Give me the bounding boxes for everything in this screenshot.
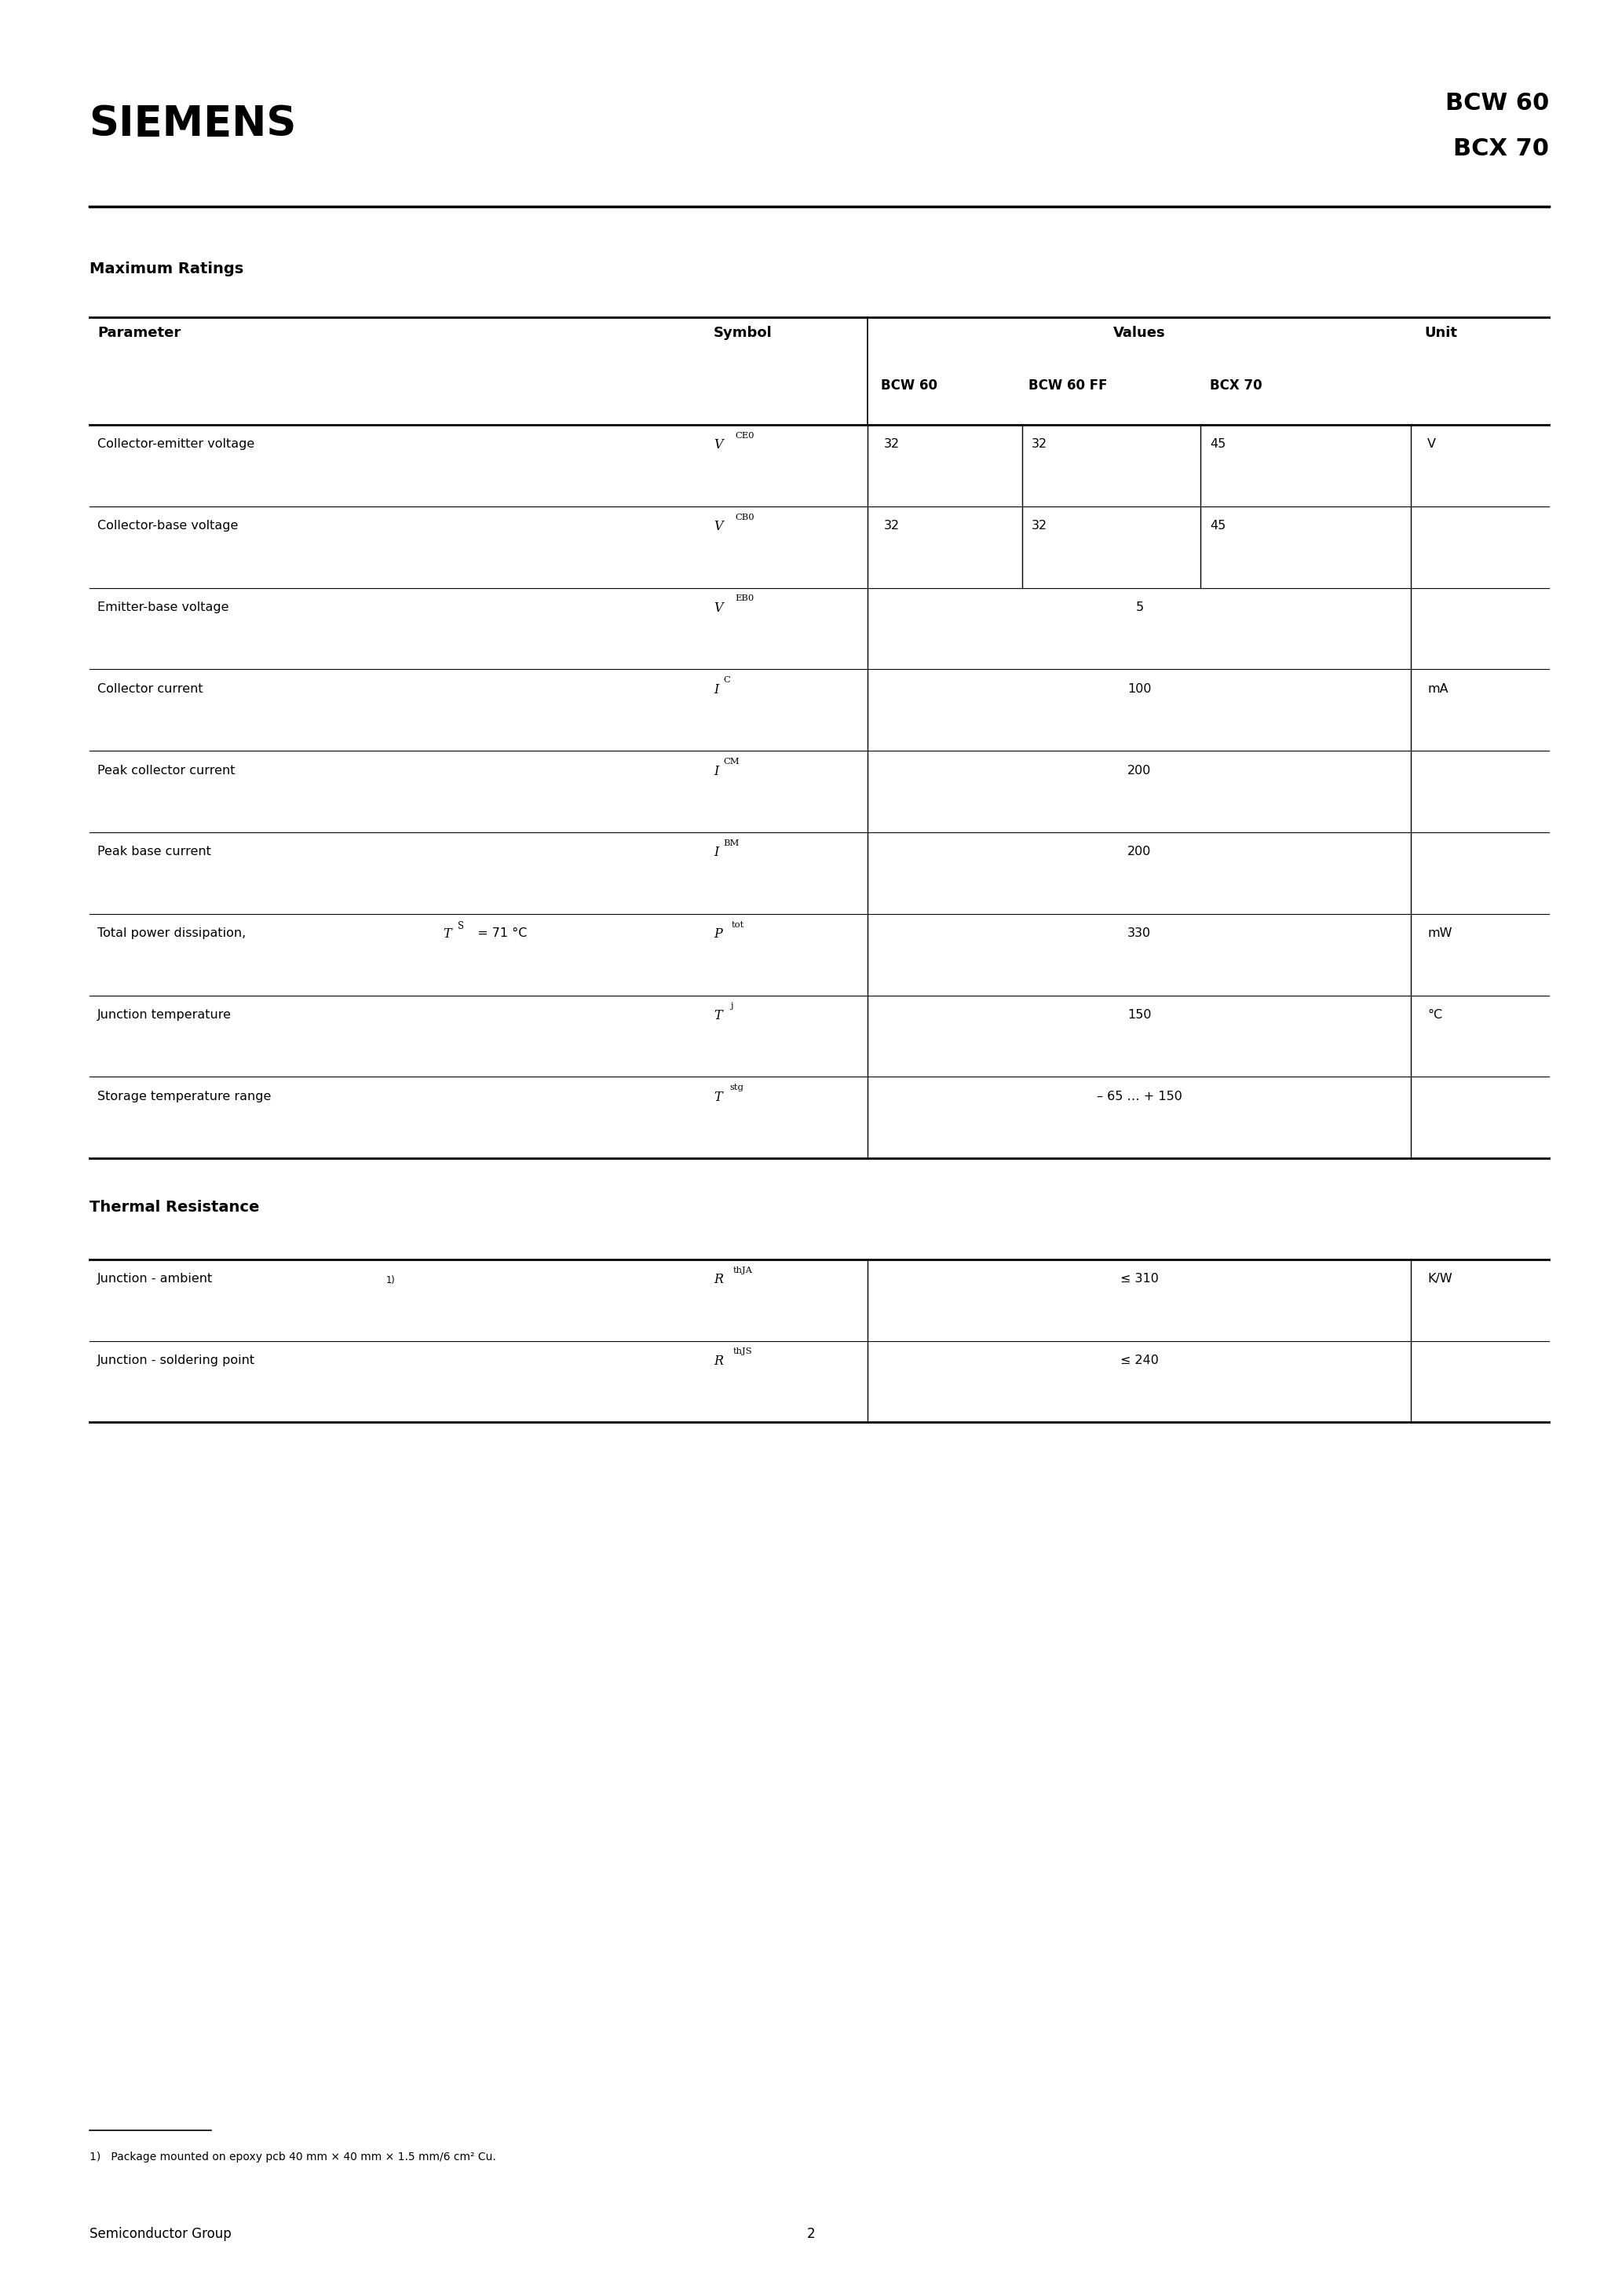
Text: Collector-emitter voltage: Collector-emitter voltage [97,439,255,450]
Text: ≤ 310: ≤ 310 [1121,1272,1158,1286]
Text: Parameter: Parameter [97,326,180,340]
Text: 45: 45 [1210,521,1226,533]
Text: T: T [443,928,451,941]
Text: CB0: CB0 [735,514,754,521]
Text: Maximum Ratings: Maximum Ratings [89,262,243,276]
Text: P: P [714,928,722,941]
Text: 2: 2 [806,2227,816,2241]
Text: CE0: CE0 [735,432,754,439]
Text: T: T [714,1091,722,1104]
Text: 1): 1) [386,1277,396,1286]
Text: EB0: EB0 [735,595,754,602]
Text: BCX 70: BCX 70 [1453,138,1549,161]
Text: Symbol: Symbol [714,326,772,340]
Text: BCX 70: BCX 70 [1210,379,1262,393]
Text: 32: 32 [884,521,900,533]
Text: °C: °C [1427,1010,1442,1022]
Text: V: V [714,602,723,615]
Text: Semiconductor Group: Semiconductor Group [89,2227,230,2241]
Text: 5: 5 [1135,602,1144,613]
Text: thJA: thJA [733,1267,753,1274]
Text: Values: Values [1113,326,1166,340]
Text: stg: stg [730,1084,744,1091]
Text: S: S [457,921,464,930]
Text: R: R [714,1272,723,1286]
Text: Unit: Unit [1424,326,1457,340]
Text: Collector current: Collector current [97,684,203,696]
Text: 45: 45 [1210,439,1226,450]
Text: mA: mA [1427,684,1448,696]
Text: 32: 32 [1032,521,1048,533]
Text: Junction - soldering point: Junction - soldering point [97,1355,255,1366]
Text: thJS: thJS [733,1348,753,1355]
Text: Total power dissipation,: Total power dissipation, [97,928,250,939]
Text: I: I [714,847,719,859]
Text: T: T [714,1010,722,1022]
Text: BCW 60: BCW 60 [1445,92,1549,115]
Text: BCW 60 FF: BCW 60 FF [1028,379,1108,393]
Text: 32: 32 [1032,439,1048,450]
Text: Peak base current: Peak base current [97,847,211,859]
Text: Collector-base voltage: Collector-base voltage [97,521,238,533]
Text: 1)   Package mounted on epoxy pcb 40 mm × 40 mm × 1.5 mm/6 cm² Cu.: 1) Package mounted on epoxy pcb 40 mm × … [89,2151,496,2163]
Text: = 71 °C: = 71 °C [474,928,527,939]
Text: BCW 60: BCW 60 [881,379,938,393]
Text: SIEMENS: SIEMENS [89,103,297,145]
Text: V: V [1427,439,1435,450]
Text: CM: CM [723,758,740,765]
Text: Thermal Resistance: Thermal Resistance [89,1199,260,1215]
Text: C: C [723,677,730,684]
Text: 32: 32 [884,439,900,450]
Text: Storage temperature range: Storage temperature range [97,1091,271,1102]
Text: mW: mW [1427,928,1452,939]
Text: ≤ 240: ≤ 240 [1121,1355,1158,1366]
Text: 200: 200 [1127,847,1152,859]
Text: 200: 200 [1127,765,1152,776]
Text: K/W: K/W [1427,1272,1452,1286]
Text: j: j [730,1001,733,1010]
Text: Junction - ambient: Junction - ambient [97,1272,212,1286]
Text: Emitter-base voltage: Emitter-base voltage [97,602,229,613]
Text: Peak collector current: Peak collector current [97,765,235,776]
Text: R: R [714,1355,723,1368]
Text: I: I [714,684,719,696]
Text: BM: BM [723,840,740,847]
Text: – 65 … + 150: – 65 … + 150 [1096,1091,1182,1102]
Text: V: V [714,521,723,533]
Text: 150: 150 [1127,1010,1152,1022]
Text: V: V [714,439,723,452]
Text: I: I [714,765,719,778]
Text: tot: tot [732,921,744,928]
Text: 330: 330 [1127,928,1152,939]
Text: Junction temperature: Junction temperature [97,1010,232,1022]
Text: 100: 100 [1127,684,1152,696]
